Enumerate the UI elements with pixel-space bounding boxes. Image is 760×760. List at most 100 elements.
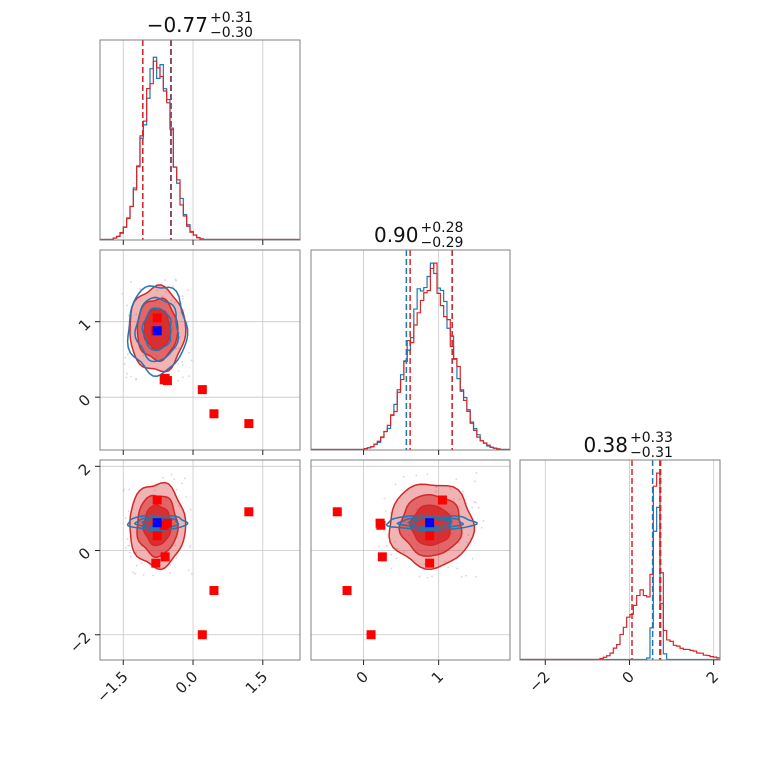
y-tick-label: 1 — [75, 315, 94, 334]
sample-dot — [455, 478, 458, 481]
sample-dot — [386, 545, 388, 547]
sample-dot — [124, 517, 127, 520]
sample-point-red — [152, 531, 162, 541]
sample-point-red — [425, 558, 435, 568]
sample-dot — [168, 572, 171, 575]
histogram-layer — [100, 56, 720, 660]
sample-dot — [177, 370, 180, 372]
sample-dot — [458, 498, 461, 501]
sample-dot — [127, 314, 130, 317]
y-tick-label: −2 — [66, 628, 94, 656]
sample-dot — [431, 575, 433, 578]
sample-dot — [390, 553, 393, 556]
sample-dot — [189, 544, 192, 547]
sample-dot — [423, 563, 426, 566]
sample-dot — [465, 574, 468, 577]
sample-dot — [139, 288, 141, 290]
contour-blue — [407, 518, 453, 528]
sample-point-red — [377, 552, 387, 562]
sample-dot — [140, 562, 143, 564]
sample-dot — [461, 490, 464, 493]
sample-point-red — [425, 531, 435, 541]
x-tick-label: 0 — [353, 668, 372, 687]
sample-dot — [129, 551, 132, 554]
panel-title-value: 0.90 — [374, 223, 419, 247]
sample-dot — [174, 301, 176, 304]
sample-point-red — [197, 630, 207, 640]
sample-dot — [449, 488, 452, 491]
panel-title-upper: +0.33 — [630, 430, 673, 446]
sample-point-red — [209, 586, 219, 596]
sample-dot — [164, 279, 167, 281]
panel-title-lower: −0.31 — [630, 445, 673, 461]
sample-dot — [394, 483, 397, 486]
sample-dot — [475, 471, 478, 474]
sample-dot — [181, 297, 184, 300]
panel-frame — [99, 249, 301, 451]
truth-point-blue — [152, 326, 162, 336]
sample-dot — [189, 508, 192, 511]
sample-dot — [186, 321, 189, 323]
sample-dot — [383, 530, 385, 533]
sample-dot — [178, 336, 181, 339]
frame-layer — [95, 39, 721, 665]
sample-dot — [134, 572, 136, 575]
sample-dot — [181, 295, 184, 298]
sample-dot — [129, 555, 132, 558]
sample-dot — [482, 520, 485, 522]
sample-dot — [181, 482, 183, 485]
sample-dot — [173, 478, 176, 481]
sample-dot — [418, 575, 421, 578]
panel-frame — [99, 39, 301, 241]
sample-dot — [135, 564, 138, 567]
sample-dot — [460, 575, 463, 578]
truth-point-blue — [425, 518, 435, 528]
sample-dot — [415, 474, 418, 477]
sample-dot — [185, 496, 187, 498]
sample-dot — [181, 361, 184, 363]
sample-dot — [169, 564, 171, 567]
sample-dot — [378, 545, 381, 548]
sample-dot — [126, 372, 128, 375]
sample-dot — [177, 363, 180, 365]
sample-dot — [456, 567, 459, 570]
sample-dot — [390, 567, 393, 570]
sample-point-red — [366, 630, 376, 640]
sample-dot — [474, 501, 477, 504]
contour-blue — [126, 514, 189, 532]
sample-dot — [135, 551, 138, 554]
sample-dot — [426, 576, 429, 579]
sample-dot — [126, 353, 129, 356]
sample-dot — [184, 477, 186, 480]
sample-dot — [188, 375, 190, 378]
sample-dot — [126, 538, 129, 540]
sample-dot — [187, 289, 189, 292]
sample-dot — [182, 376, 184, 379]
sample-dot — [161, 295, 164, 298]
sample-dot — [396, 547, 399, 550]
contour-blue — [141, 307, 172, 352]
sample-dot — [122, 490, 125, 492]
x-tick-label: 0.0 — [172, 668, 202, 698]
panel-frame — [310, 249, 511, 451]
sample-dot — [130, 375, 132, 378]
sample-dot — [402, 475, 405, 478]
sample-dot — [178, 347, 180, 350]
x-tick-label: 2 — [703, 668, 722, 687]
sample-dot — [135, 378, 137, 381]
sample-dot — [435, 486, 438, 489]
sample-dot — [471, 506, 474, 509]
panel-frame — [99, 459, 301, 661]
sample-dot — [125, 304, 128, 307]
sample-point-red — [197, 385, 207, 395]
sample-dot — [467, 534, 470, 536]
sample-dot — [394, 540, 397, 543]
panel-title-value: 0.38 — [583, 433, 628, 457]
contour-blue — [385, 514, 478, 532]
sample-dot — [124, 356, 127, 359]
sample-point-red — [160, 373, 170, 383]
sample-dot — [175, 557, 178, 560]
sample-dot — [477, 506, 480, 509]
sample-dot — [121, 292, 124, 295]
